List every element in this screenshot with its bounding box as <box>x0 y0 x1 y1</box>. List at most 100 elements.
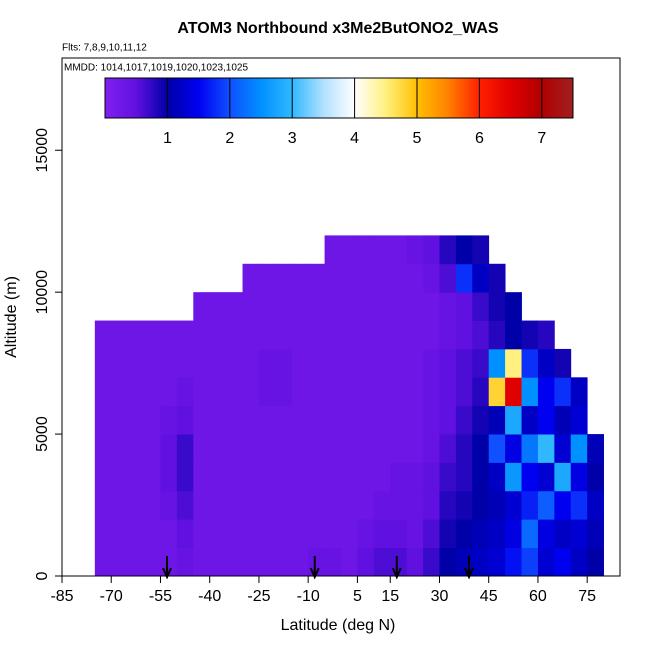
cell <box>373 320 391 350</box>
cell <box>439 292 457 321</box>
colorbar <box>104 77 574 119</box>
cell <box>570 462 588 492</box>
y-tick-label: 5000 <box>34 416 51 452</box>
cell <box>258 320 276 350</box>
cell <box>275 519 293 549</box>
cell <box>258 434 276 463</box>
cell <box>127 377 145 407</box>
x-tick-label: 60 <box>529 588 547 605</box>
cell <box>537 519 555 549</box>
cell <box>94 348 112 378</box>
cell <box>341 348 358 378</box>
cell <box>160 405 178 435</box>
cell <box>439 434 457 463</box>
cell <box>127 547 145 577</box>
cell <box>472 235 490 265</box>
cell <box>406 547 424 577</box>
cell <box>144 320 161 350</box>
cell <box>373 292 391 321</box>
cell <box>357 235 375 265</box>
x-tick-label: 45 <box>480 588 498 605</box>
cell <box>242 462 260 492</box>
cell <box>242 519 260 549</box>
cell <box>472 405 490 435</box>
cell <box>406 377 424 407</box>
cell <box>357 434 375 463</box>
cell <box>209 320 227 350</box>
cell <box>308 377 325 407</box>
colorbar-tick-label: 4 <box>350 130 359 147</box>
cell <box>242 490 260 520</box>
cell <box>324 490 342 520</box>
cell <box>390 405 408 435</box>
cell <box>373 519 391 549</box>
cell <box>570 405 588 435</box>
cell <box>308 519 325 549</box>
cell <box>226 377 243 407</box>
cell <box>488 292 506 321</box>
colorbar-tick-label: 2 <box>225 130 234 147</box>
cell <box>488 320 506 350</box>
cell <box>455 235 473 265</box>
cell <box>160 462 178 492</box>
cell <box>160 547 178 577</box>
cell <box>275 263 293 293</box>
cell <box>455 519 473 549</box>
cell <box>505 405 522 435</box>
cell <box>291 434 309 463</box>
cell <box>209 490 227 520</box>
cell <box>406 320 424 350</box>
cell <box>472 320 490 350</box>
cell <box>423 547 440 577</box>
cell <box>373 405 391 435</box>
cell <box>258 462 276 492</box>
cell <box>341 462 358 492</box>
cell <box>537 405 555 435</box>
cell <box>521 462 539 492</box>
cell <box>242 320 260 350</box>
cell <box>488 519 506 549</box>
cell <box>587 547 604 577</box>
cell <box>357 519 375 549</box>
cell <box>176 490 194 520</box>
cell <box>390 292 408 321</box>
cell <box>160 348 178 378</box>
cell <box>406 263 424 293</box>
cell <box>226 462 243 492</box>
cell <box>94 405 112 435</box>
cell <box>111 405 129 435</box>
cell <box>258 490 276 520</box>
cell <box>505 519 522 549</box>
cell <box>521 434 539 463</box>
cell <box>258 547 276 577</box>
cell <box>111 519 129 549</box>
cell <box>423 320 440 350</box>
cell <box>357 320 375 350</box>
cell <box>406 235 424 265</box>
cell <box>291 377 309 407</box>
arrow-head <box>162 567 172 580</box>
cell <box>455 320 473 350</box>
cell <box>308 348 325 378</box>
cell <box>472 292 490 321</box>
cell <box>242 292 260 321</box>
cell <box>144 405 161 435</box>
cell <box>94 320 112 350</box>
y-tick-label: 10000 <box>34 270 51 315</box>
cell <box>488 405 506 435</box>
cell <box>357 490 375 520</box>
cell <box>521 405 539 435</box>
cell <box>176 519 194 549</box>
cell <box>324 462 342 492</box>
cell <box>209 405 227 435</box>
cell <box>390 519 408 549</box>
cell <box>176 405 194 435</box>
cell <box>94 490 112 520</box>
cell <box>439 235 457 265</box>
colorbar-tick-label: 5 <box>413 130 422 147</box>
cell <box>209 519 227 549</box>
cell <box>390 462 408 492</box>
cell <box>521 348 539 378</box>
cell <box>357 462 375 492</box>
cell <box>308 405 325 435</box>
